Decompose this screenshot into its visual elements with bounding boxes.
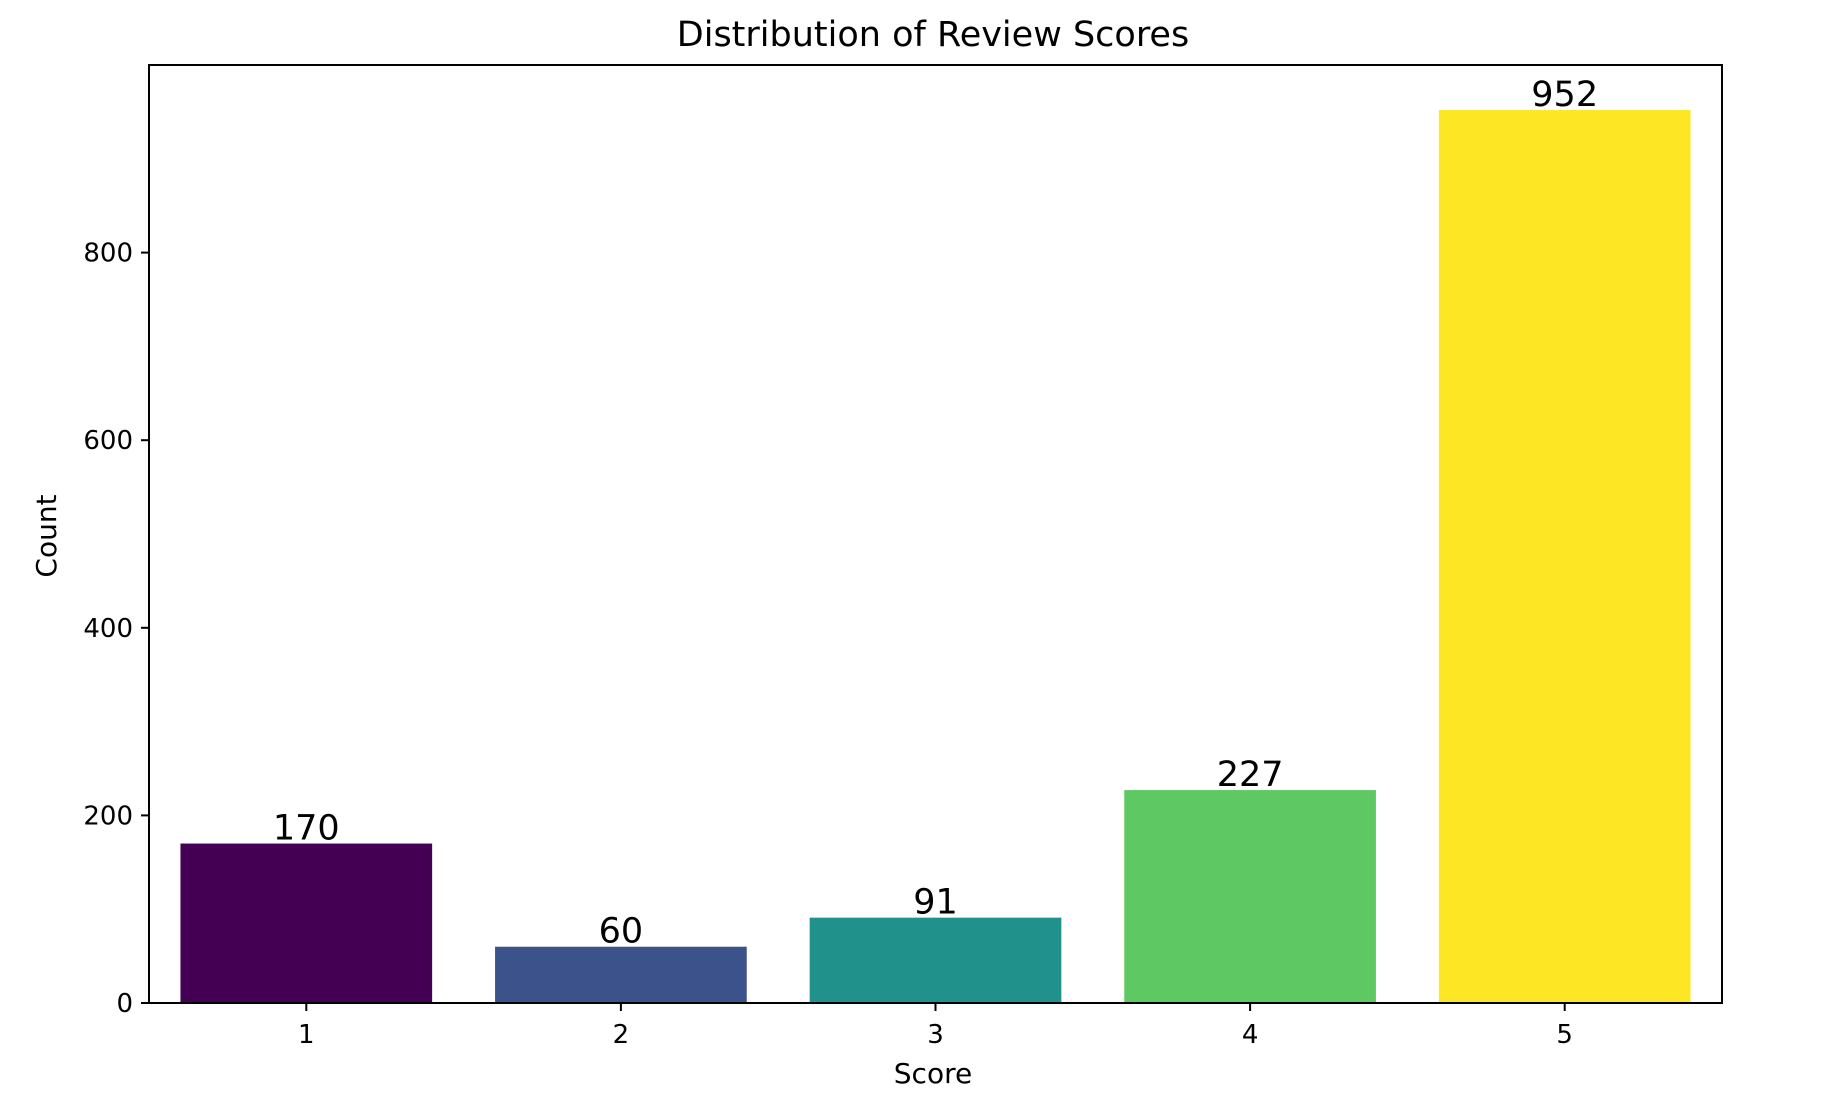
bar-3 xyxy=(809,917,1062,1003)
x-axis-label: Score xyxy=(894,1057,972,1090)
bar-1 xyxy=(180,843,433,1003)
x-axis: 1 2 3 4 5 xyxy=(298,1003,1573,1050)
data-label-5: 952 xyxy=(1531,75,1598,115)
chart-title: Distribution of Review Scores xyxy=(677,15,1189,55)
data-label-1: 170 xyxy=(273,809,340,849)
y-axis: 0 200 400 600 800 xyxy=(83,239,149,1019)
y-tick-label-0: 0 xyxy=(116,989,133,1019)
bar-5 xyxy=(1438,110,1691,1004)
bar-4 xyxy=(1124,790,1376,1003)
bars-layer xyxy=(180,110,1691,1004)
plot-frame xyxy=(148,64,1723,1004)
y-tick-label-200: 200 xyxy=(83,801,133,831)
y-tick-label-600: 600 xyxy=(83,426,133,456)
x-tick-label-3: 3 xyxy=(927,1020,944,1050)
x-tick-label-5: 5 xyxy=(1556,1020,1573,1050)
data-label-4: 227 xyxy=(1217,755,1284,795)
data-labels: 170 60 91 227 952 xyxy=(273,75,1598,952)
y-tick-label-800: 800 xyxy=(83,239,133,269)
y-axis-label: Count xyxy=(30,494,63,577)
x-tick-label-4: 4 xyxy=(1242,1020,1259,1050)
bar-2 xyxy=(495,946,747,1003)
data-label-3: 91 xyxy=(913,883,958,923)
x-tick-label-2: 2 xyxy=(613,1020,630,1050)
x-tick-label-1: 1 xyxy=(298,1020,315,1050)
data-label-2: 60 xyxy=(599,912,644,952)
y-tick-label-400: 400 xyxy=(83,614,133,644)
